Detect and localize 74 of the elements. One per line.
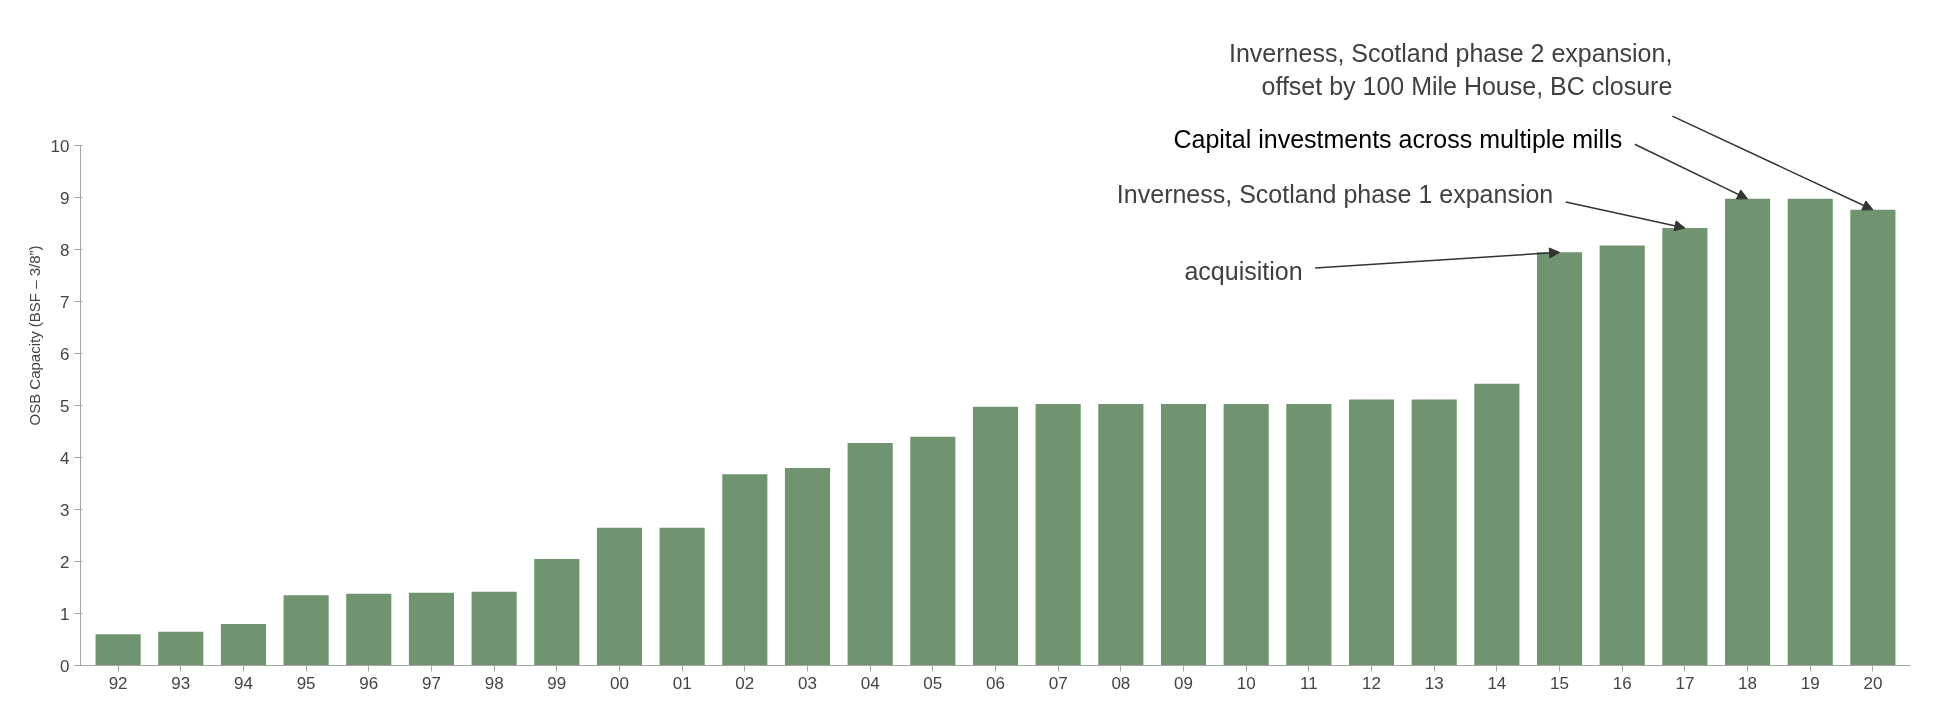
bar: [596, 527, 643, 666]
bar: [972, 406, 1019, 666]
bar: [158, 631, 204, 666]
bar: [1286, 404, 1332, 666]
bar: [471, 591, 517, 666]
bar: [1474, 383, 1520, 666]
y-tick-label: 9: [60, 188, 70, 208]
y-tick-label: 3: [60, 500, 70, 520]
annotation: acquisition: [1184, 256, 1303, 285]
annotation: Inverness, Scotland phase 1 expansion: [1116, 180, 1554, 209]
x-tick-label: 92: [108, 673, 128, 693]
bar: [1599, 245, 1645, 666]
annotation: Inverness, Scotland phase 2 expansion, offset by 100 Mile House, BC closure: [1229, 38, 1673, 101]
y-tick-label: 2: [60, 552, 70, 572]
x-tick-label: 17: [1675, 673, 1695, 693]
bar: [283, 595, 329, 666]
y-tick-label: 6: [60, 344, 70, 364]
y-tick-label: 5: [60, 396, 70, 416]
x-tick-label: 09: [1174, 673, 1193, 693]
bar: [346, 593, 392, 666]
x-tick-label: 16: [1612, 673, 1632, 693]
bar: [1850, 209, 1896, 666]
bar: [1098, 404, 1144, 666]
x-tick-label: 12: [1362, 673, 1381, 693]
x-tick-label: 05: [923, 673, 943, 693]
x-tick-label: 20: [1863, 673, 1883, 693]
x-tick-label: 11: [1300, 673, 1318, 693]
bar: [659, 527, 705, 666]
x-tick-label: 08: [1111, 673, 1131, 693]
x-tick-label: 94: [233, 673, 253, 693]
x-tick-label: 13: [1424, 673, 1444, 693]
bar: [1787, 198, 1833, 666]
x-tick-label: 03: [798, 673, 817, 693]
y-axis-title: OSB Capacity (BSF – 3/8”): [25, 245, 43, 426]
x-tick-label: 07: [1048, 673, 1068, 693]
x-tick-label: 02: [735, 673, 755, 693]
x-tick-label: 04: [860, 673, 880, 693]
bar: [1662, 227, 1708, 666]
x-tick-label: 06: [986, 673, 1005, 693]
bar: [534, 558, 580, 666]
bar: [1348, 399, 1395, 666]
x-tick-label: 01: [672, 673, 692, 693]
y-tick-label: 10: [50, 136, 70, 156]
y-tick-label: 7: [60, 292, 70, 312]
bar: [1411, 399, 1457, 666]
bar: [95, 634, 141, 666]
x-tick-label: 00: [610, 673, 629, 693]
bar: [220, 623, 267, 666]
bar: [1536, 252, 1583, 666]
x-tick-label: 15: [1550, 673, 1570, 693]
bar: [847, 443, 893, 666]
bar: [1035, 404, 1081, 666]
bar: [722, 474, 768, 666]
annotation: Capital investments across multiple mills: [1173, 125, 1623, 154]
bar: [784, 468, 831, 666]
x-tick-label: 98: [484, 673, 504, 693]
bar: [910, 436, 956, 666]
x-tick-label: 96: [359, 673, 379, 693]
x-tick-label: 10: [1236, 673, 1256, 693]
y-tick-label: 0: [60, 656, 70, 676]
x-tick-label: 19: [1800, 673, 1820, 693]
y-tick-label: 8: [60, 240, 70, 260]
x-tick-label: 93: [171, 673, 191, 693]
y-tick-label: 4: [60, 448, 70, 468]
x-tick-label: 14: [1487, 673, 1507, 693]
x-tick-label: 99: [547, 673, 567, 693]
x-tick-label: 97: [422, 673, 441, 693]
x-tick-label: 18: [1738, 673, 1758, 693]
bar: [1160, 404, 1207, 666]
bar: [408, 592, 455, 666]
x-tick-label: 95: [296, 673, 316, 693]
bar: [1724, 198, 1771, 666]
bar: [1223, 404, 1269, 666]
y-tick-label: 1: [60, 604, 70, 624]
